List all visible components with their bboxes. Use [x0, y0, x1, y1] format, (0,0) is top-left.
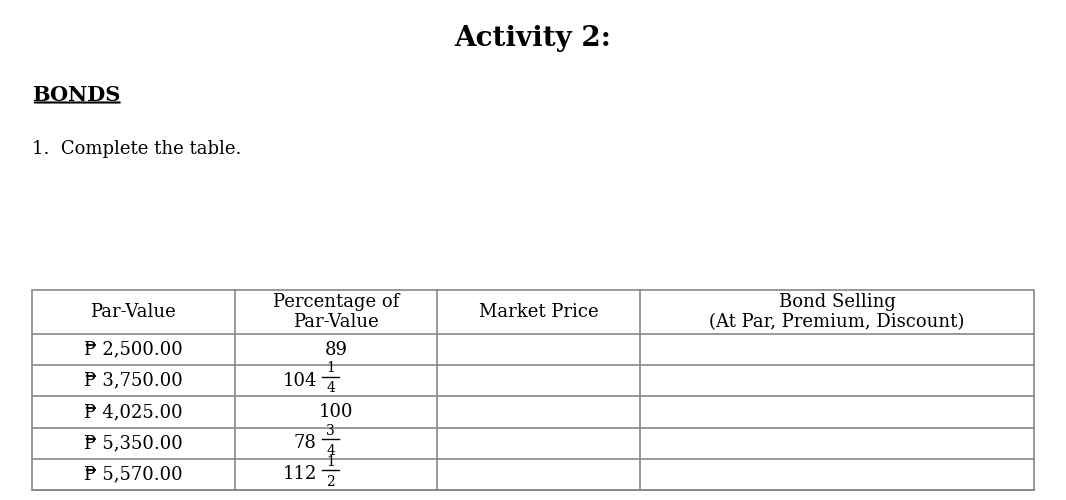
Text: ₱ 5,570.00: ₱ 5,570.00 [84, 466, 182, 483]
Text: Bond Selling
(At Par, Premium, Discount): Bond Selling (At Par, Premium, Discount) [709, 292, 965, 332]
Text: 2: 2 [326, 475, 335, 489]
Text: Activity 2:: Activity 2: [454, 25, 612, 52]
Text: 1.  Complete the table.: 1. Complete the table. [32, 140, 241, 158]
Text: ₱ 5,350.00: ₱ 5,350.00 [84, 434, 182, 452]
Text: BONDS: BONDS [32, 85, 120, 105]
Text: 4: 4 [326, 382, 335, 396]
Text: ₱ 4,025.00: ₱ 4,025.00 [84, 403, 182, 421]
Text: 104: 104 [282, 372, 317, 390]
Text: 3: 3 [326, 424, 335, 438]
Text: Par-Value: Par-Value [91, 303, 176, 321]
Text: Market Price: Market Price [479, 303, 598, 321]
Text: 4: 4 [326, 444, 335, 458]
Text: ₱ 2,500.00: ₱ 2,500.00 [84, 340, 182, 358]
Text: 78: 78 [294, 434, 317, 452]
Text: 89: 89 [324, 340, 348, 358]
Text: 100: 100 [319, 403, 353, 421]
Text: 1: 1 [326, 455, 335, 469]
Text: 112: 112 [282, 466, 317, 483]
Text: Percentage of
Par-Value: Percentage of Par-Value [273, 292, 399, 332]
Text: ₱ 3,750.00: ₱ 3,750.00 [84, 372, 182, 390]
Text: 1: 1 [326, 362, 335, 376]
